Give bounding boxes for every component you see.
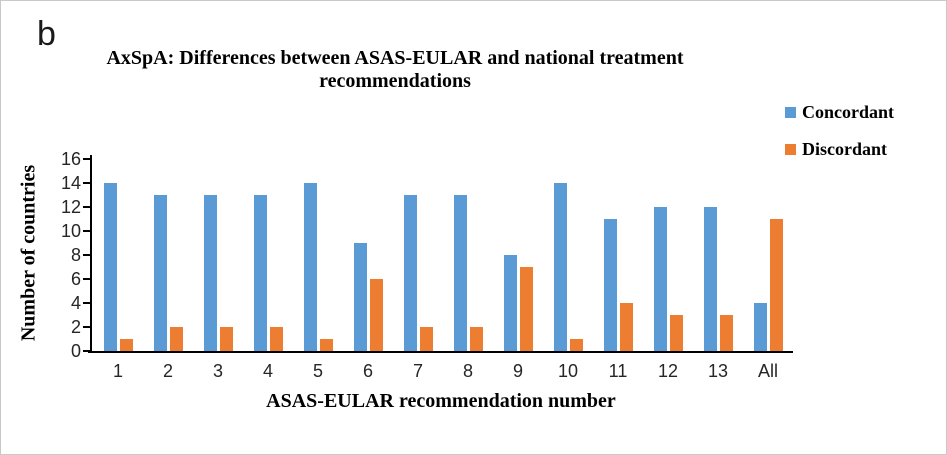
- y-tick-label-4: 4: [70, 293, 81, 313]
- y-tick-label-12: 12: [60, 197, 81, 217]
- bar-discordant-11: [619, 303, 633, 351]
- chart-title-line1: AxSpA: Differences between ASAS-EULAR an…: [106, 47, 684, 69]
- x-tick-label-3: 3: [212, 361, 223, 381]
- bar-concordant-1: [103, 183, 117, 351]
- x-axis-line: [88, 351, 793, 353]
- y-tick-mark-6: [83, 278, 90, 280]
- bar-concordant-4: [253, 195, 267, 351]
- legend-label-concordant: Concordant: [802, 102, 895, 122]
- x-axis-tick-labels: 1 2 3 4 5 6 7 8 9 10 11 12 13 All: [93, 361, 793, 382]
- legend-item-discordant: Discordant: [785, 138, 894, 160]
- bar-group-7: [393, 159, 443, 351]
- bar-discordant-7: [419, 327, 433, 351]
- bar-concordant-3: [203, 195, 217, 351]
- y-tick-label-10: 10: [60, 221, 81, 241]
- bar-concordant-2: [153, 195, 167, 351]
- bar-discordant-4: [269, 327, 283, 351]
- bar-discordant-6: [369, 279, 383, 351]
- x-tick-label-6: 6: [362, 361, 373, 381]
- x-tick-label-8: 8: [462, 361, 473, 381]
- bar-concordant-7: [403, 195, 417, 351]
- bar-group-10: [543, 159, 593, 351]
- y-tick-mark-10: [83, 230, 90, 232]
- bar-discordant-12: [669, 315, 683, 351]
- bar-group-All: [743, 159, 793, 351]
- bar-group-6: [343, 159, 393, 351]
- y-tick-label-6: 6: [70, 269, 81, 289]
- x-axis-title: ASAS-EULAR recommendation number: [266, 390, 616, 412]
- y-tick-label-14: 14: [60, 173, 81, 193]
- bar-group-4: [243, 159, 293, 351]
- bar-concordant-6: [353, 243, 367, 351]
- bar-group-13: [693, 159, 743, 351]
- bar-concordant-8: [453, 195, 467, 351]
- legend-swatch-discordant: [785, 143, 796, 155]
- bar-group-3: [193, 159, 243, 351]
- x-tick-label-5: 5: [312, 361, 323, 381]
- x-tick-label-12: 12: [657, 361, 679, 381]
- y-tick-mark-12: [83, 206, 90, 208]
- bar-group-5: [293, 159, 343, 351]
- bar-concordant-9: [503, 255, 517, 351]
- y-tick-label-16: 16: [60, 149, 81, 169]
- bar-discordant-8: [469, 327, 483, 351]
- bar-discordant-2: [169, 327, 183, 351]
- plot-area: [93, 159, 793, 351]
- panel-label: b: [37, 15, 56, 53]
- bar-group-12: [643, 159, 693, 351]
- x-tick-label-2: 2: [162, 361, 173, 381]
- x-tick-label-7: 7: [412, 361, 423, 381]
- y-tick-mark-8: [83, 254, 90, 256]
- chart-title: AxSpA: Differences between ASAS-EULAR an…: [89, 47, 701, 93]
- bar-discordant-3: [219, 327, 233, 351]
- y-tick-mark-16: [83, 158, 90, 160]
- bar-discordant-5: [319, 339, 333, 351]
- legend-label-discordant: Discordant: [802, 139, 887, 159]
- x-tick-label-10: 10: [557, 361, 579, 381]
- x-tick-label-1: 1: [112, 361, 123, 381]
- y-tick-mark-2: [83, 326, 90, 328]
- bar-group-11: [593, 159, 643, 351]
- bar-group-8: [443, 159, 493, 351]
- x-tick-label-All: All: [757, 361, 778, 381]
- y-tick-mark-14: [83, 182, 90, 184]
- bar-discordant-10: [569, 339, 583, 351]
- bar-group-1: [93, 159, 143, 351]
- x-tick-label-13: 13: [707, 361, 729, 381]
- y-tick-mark-4: [83, 302, 90, 304]
- bar-concordant-12: [653, 207, 667, 351]
- x-tick-label-11: 11: [608, 361, 628, 381]
- bar-discordant-9: [519, 267, 533, 351]
- y-tick-mark-0: [83, 350, 90, 352]
- bar-concordant-10: [553, 183, 567, 351]
- bar-concordant-5: [303, 183, 317, 351]
- y-tick-label-0: 0: [70, 341, 81, 361]
- legend-swatch-concordant: [785, 106, 796, 118]
- x-tick-label-4: 4: [262, 361, 273, 381]
- bar-concordant-All: [753, 303, 767, 351]
- y-tick-label-2: 2: [70, 317, 81, 337]
- bar-concordant-13: [703, 207, 717, 351]
- x-tick-label-9: 9: [512, 361, 523, 381]
- bar-discordant-1: [119, 339, 133, 351]
- y-tick-label-8: 8: [70, 245, 81, 265]
- y-axis-line: [90, 155, 92, 353]
- legend-item-concordant: Concordant: [785, 101, 894, 123]
- bar-concordant-11: [603, 219, 617, 351]
- bar-discordant-13: [719, 315, 733, 351]
- chart-title-line2: recommendations: [319, 70, 471, 92]
- bar-discordant-All: [769, 219, 783, 351]
- bar-group-9: [493, 159, 543, 351]
- y-axis-title: Number of countries: [17, 164, 40, 342]
- legend: Concordant Discordant: [785, 101, 894, 175]
- bar-group-2: [143, 159, 193, 351]
